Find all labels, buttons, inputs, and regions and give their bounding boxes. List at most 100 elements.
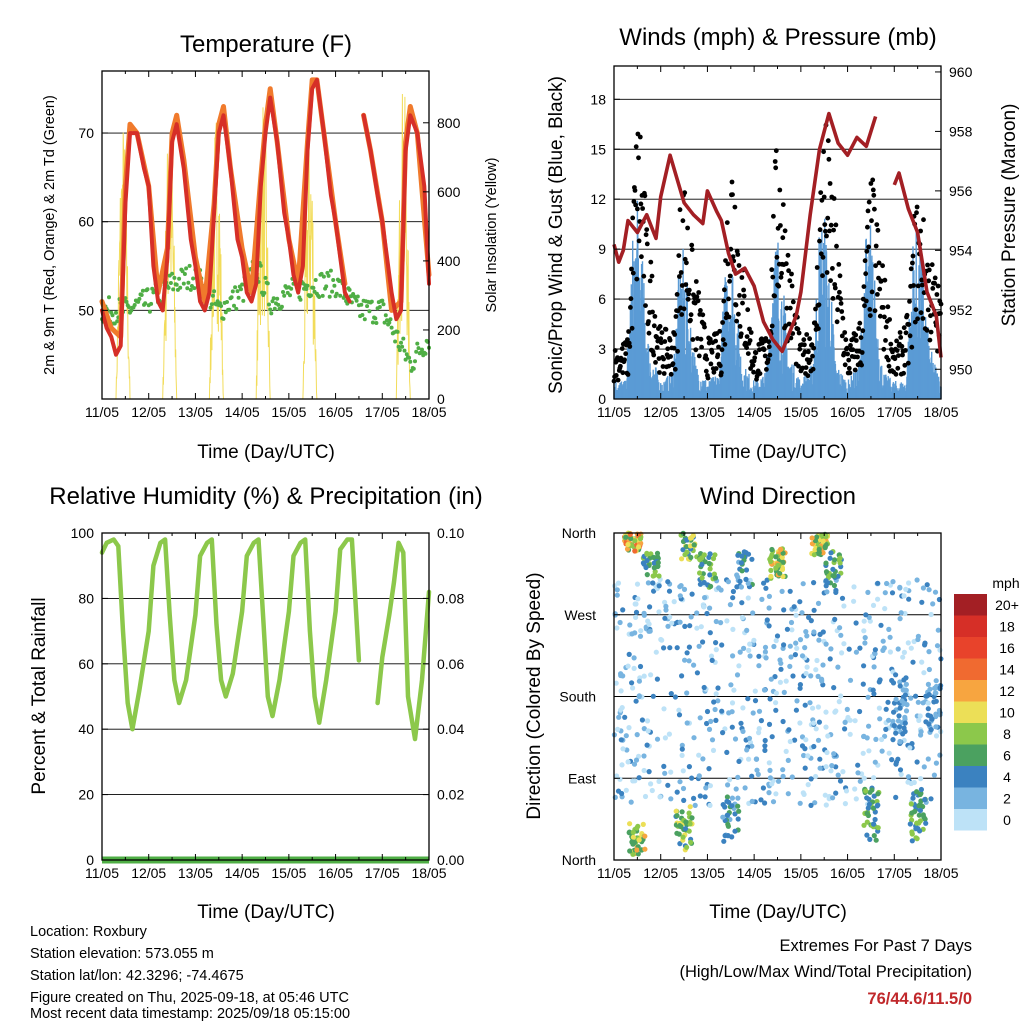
td-point: [270, 299, 275, 304]
gust-point: [657, 370, 662, 375]
humidity-y-axis-title: Percent & Total Rainfall: [29, 597, 50, 794]
direction-point: [914, 577, 920, 583]
direction-point: [715, 698, 721, 704]
gust-point: [846, 365, 852, 371]
direction-point: [631, 761, 638, 767]
direction-point: [720, 730, 726, 736]
right-tick-label: 950: [949, 361, 973, 377]
direction-point: [729, 803, 735, 809]
direction-point: [724, 798, 730, 804]
direction-point: [633, 757, 640, 763]
direction-point: [875, 580, 881, 586]
direction-point: [741, 645, 747, 652]
direction-point: [837, 555, 843, 561]
gust-point: [901, 325, 907, 331]
td-point: [137, 296, 142, 301]
x-tick-label: 15/05: [271, 404, 306, 420]
direction-point: [823, 802, 829, 808]
direction-point: [753, 756, 760, 762]
direction-point: [802, 702, 808, 708]
td-point: [411, 366, 416, 371]
gust-point: [733, 302, 739, 308]
direction-point: [779, 588, 785, 595]
direction-point: [797, 599, 803, 605]
direction-point: [770, 799, 777, 805]
direction-point: [791, 604, 797, 610]
gust-point: [769, 267, 775, 273]
gust-point: [800, 365, 805, 371]
gust-point: [883, 338, 888, 343]
direction-point: [763, 655, 769, 661]
direction-point: [925, 700, 931, 706]
direction-point: [619, 790, 625, 797]
gust-point: [689, 242, 695, 248]
direction-point: [635, 851, 641, 857]
direction-point: [827, 555, 833, 561]
direction-point: [780, 767, 786, 773]
direction-point: [931, 699, 937, 705]
direction-point: [830, 795, 836, 801]
td-point: [354, 298, 359, 303]
direction-point: [760, 785, 767, 791]
direction-point: [873, 837, 879, 843]
direction-point: [636, 678, 643, 684]
direction-point: [701, 552, 707, 558]
gust-point: [915, 316, 920, 322]
direction-point: [744, 747, 750, 753]
gust-point: [686, 287, 692, 293]
series-2m-td: [100, 258, 431, 373]
direction-point: [822, 545, 828, 551]
direction-point: [787, 588, 793, 594]
wind-direction-x-axis-title: Time (Day/UTC): [709, 902, 847, 923]
direction-point: [662, 599, 668, 605]
td-point: [229, 295, 234, 300]
gust-point: [785, 252, 791, 258]
direction-point: [739, 553, 745, 559]
td-point: [370, 320, 375, 325]
direction-point: [622, 714, 628, 720]
direction-point: [709, 657, 715, 664]
direction-point: [937, 685, 943, 691]
gust-point: [935, 283, 941, 289]
gust-point: [821, 194, 827, 200]
gust-point: [840, 315, 846, 321]
gust-point: [764, 367, 769, 372]
direction-point: [634, 732, 640, 738]
gust-point: [643, 232, 649, 238]
gust-point: [789, 283, 795, 289]
gust-point: [903, 330, 909, 336]
x-tick-label: 17/05: [877, 404, 912, 420]
direction-point: [898, 610, 904, 616]
gust-point: [650, 309, 655, 315]
gust-point: [872, 308, 878, 314]
direction-point: [937, 647, 943, 653]
gust-point: [771, 213, 776, 219]
td-point: [381, 302, 386, 307]
gust-point: [685, 296, 691, 302]
direction-point: [793, 612, 799, 618]
gust-point: [685, 225, 690, 231]
td-point: [332, 283, 337, 288]
direction-point: [864, 735, 870, 741]
direction-point: [906, 596, 912, 602]
direction-point: [828, 550, 834, 556]
td-point: [360, 313, 365, 317]
direction-point: [870, 805, 877, 811]
direction-point: [820, 682, 826, 688]
td-point: [282, 293, 287, 298]
direction-point: [767, 556, 773, 562]
direction-point: [771, 643, 777, 650]
colorbar-level-label: 4: [1003, 769, 1011, 785]
direction-point: [646, 769, 652, 775]
direction-point: [823, 764, 829, 770]
direction-point: [641, 753, 647, 759]
x-tick-label: 18/05: [411, 865, 446, 881]
direction-point: [919, 599, 925, 605]
direction-point: [879, 748, 885, 754]
direction-point: [931, 772, 938, 778]
gust-point: [638, 201, 644, 207]
direction-point: [842, 719, 848, 726]
td-point: [268, 307, 273, 312]
direction-point: [831, 582, 838, 589]
gust-point: [643, 303, 648, 308]
